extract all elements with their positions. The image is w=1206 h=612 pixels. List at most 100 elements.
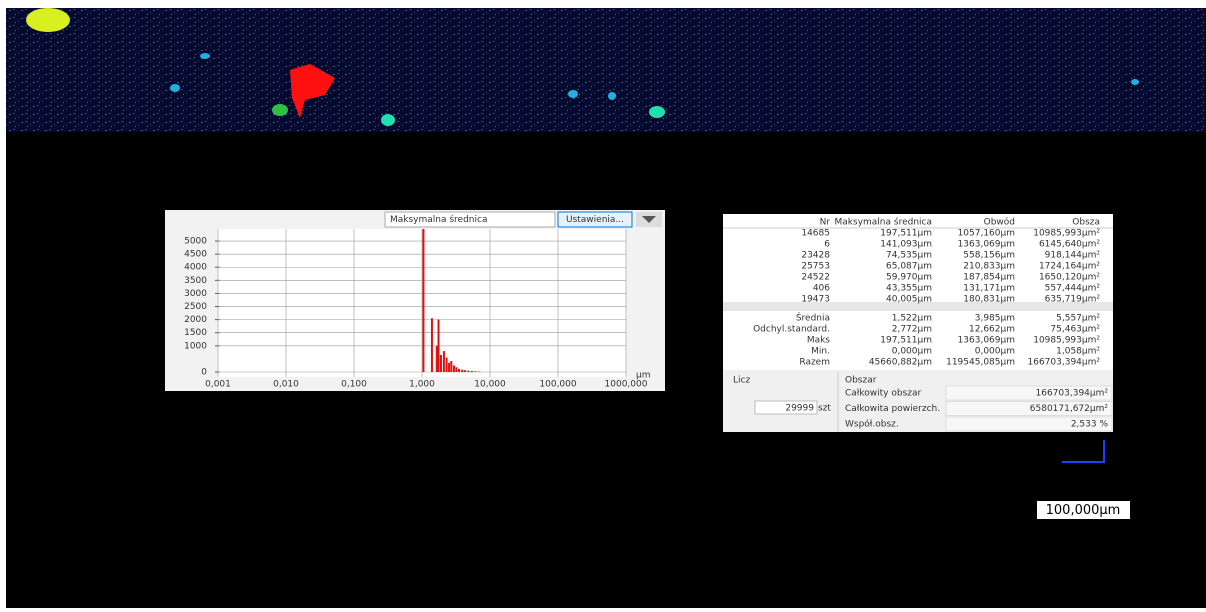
summary-label: Całkowita powierzch. <box>845 404 940 414</box>
table-cell: 6145,640µm² <box>1039 240 1100 250</box>
bar <box>448 363 450 372</box>
stats-cell: Razem <box>799 358 830 368</box>
stats-cell: Odchyl.standard. <box>753 325 830 335</box>
table-cell: 10985,993µm² <box>1033 229 1100 239</box>
table-cell: 74,535µm <box>886 251 932 261</box>
stats-cell: 75,463µm² <box>1050 325 1100 335</box>
micrograph <box>6 8 1206 132</box>
stats-cell: 3,985µm <box>975 314 1015 324</box>
y-tick-label: 0 <box>201 368 207 378</box>
x-tick-label: 1000,000 <box>605 380 648 390</box>
summary-label: Całkowity obszar <box>845 389 921 399</box>
bar <box>431 318 433 372</box>
stats-cell: Średnia <box>796 312 830 324</box>
table-cell: 918,144µm² <box>1045 251 1101 261</box>
table-cell: 635,719µm² <box>1045 295 1101 305</box>
summary-label: Współ.obsz. <box>845 419 899 430</box>
dropdown-label: Maksymalna średnica <box>390 214 487 225</box>
count-unit: szt <box>818 404 831 414</box>
bar <box>453 365 455 372</box>
table-cell: 197,511µm <box>880 229 932 239</box>
page: Maksymalna średnica Ustawienia... µm 100… <box>0 0 1206 608</box>
stats-cell: 1,058µm² <box>1056 347 1100 357</box>
table-header: Obsza <box>1072 218 1100 228</box>
y-tick-label: 2500 <box>184 302 207 312</box>
area-label: Obszar <box>845 376 877 386</box>
table-cell: 406 <box>813 284 830 294</box>
table-header: Maksymalna średnica <box>835 217 932 228</box>
bar <box>467 371 469 372</box>
summary-value: 2,533 % <box>1071 420 1109 430</box>
bar <box>422 229 424 372</box>
table-cell: 187,854µm <box>963 273 1015 283</box>
stats-cell: 45660,882µm <box>869 358 932 368</box>
y-tick-label: 3500 <box>184 276 207 286</box>
table-cell: 558,156µm <box>963 251 1015 261</box>
table-cell: 210,833µm <box>963 262 1015 272</box>
stats-cell: 12,662µm <box>969 325 1015 335</box>
bar <box>436 346 438 372</box>
scale-label: 100,000µm <box>1046 503 1121 518</box>
table-cell: 180,831µm <box>963 295 1015 305</box>
table-cell: 65,087µm <box>886 262 932 272</box>
stats-cell: 119545,085µm <box>946 358 1015 368</box>
table-cell: 1363,069µm <box>958 240 1015 250</box>
table-cell: 557,444µm² <box>1045 284 1101 294</box>
bar <box>440 355 442 372</box>
y-tick-label: 4500 <box>184 250 207 260</box>
table-cell: 14685 <box>801 229 830 239</box>
bar <box>443 351 445 372</box>
x-tick-label: 1,000 <box>409 380 435 390</box>
summary-value: 166703,394µm² <box>1036 389 1109 399</box>
stats-cell: 2,772µm <box>892 325 932 335</box>
table-cell: 131,171µm <box>963 284 1015 294</box>
table-cell: 25753 <box>801 262 830 272</box>
table-cell: 1650,120µm² <box>1039 273 1100 283</box>
table-cell: 6 <box>824 240 830 250</box>
stats-cell: 0,000µm <box>892 347 932 357</box>
bar <box>478 371 480 372</box>
bar <box>461 370 463 372</box>
stats-cell: 0,000µm <box>975 347 1015 357</box>
y-tick-label: 2000 <box>184 315 207 325</box>
table-cell: 1057,160µm <box>958 229 1015 239</box>
table-cell: 40,005µm <box>886 295 932 305</box>
x-tick-label: 100,000 <box>539 380 576 390</box>
y-tick-label: 4000 <box>184 263 207 273</box>
bar <box>464 370 466 372</box>
bar <box>474 371 476 372</box>
y-tick-label: 1000 <box>184 341 207 351</box>
stats-cell: 1363,069µm <box>958 336 1015 346</box>
screen: Maksymalna średnica Ustawienia... µm 100… <box>0 0 1206 608</box>
count-label: Licz <box>733 376 750 386</box>
summary-value: 6580171,672µm² <box>1030 404 1109 414</box>
table-cell: 141,093µm <box>880 240 932 250</box>
stats-cell: 5,557µm² <box>1056 314 1100 324</box>
bar <box>446 358 448 372</box>
table-cell: 24522 <box>801 273 830 283</box>
histogram-panel: Maksymalna średnica Ustawienia... µm <box>165 210 665 391</box>
button-label: Ustawienia... <box>566 215 624 225</box>
bar <box>471 371 473 372</box>
stats-cell: 1,522µm <box>892 314 932 324</box>
table-header: Obwód <box>984 217 1015 228</box>
bar <box>438 320 440 372</box>
table-cell: 59,970µm <box>886 273 932 283</box>
table-header: Nr <box>820 218 831 228</box>
y-tick-label: 5000 <box>184 237 207 247</box>
stats-cell: 197,511µm <box>880 336 932 346</box>
y-tick-label: 3000 <box>184 289 207 299</box>
bar <box>455 367 457 372</box>
table-cell: 1724,164µm² <box>1039 262 1100 272</box>
table-cell: 43,355µm <box>886 284 932 294</box>
count-value: 29999 <box>785 404 814 414</box>
stats-cell: Min. <box>811 347 830 357</box>
x-tick-label: 0,001 <box>205 380 231 390</box>
x-tick-label: 0,100 <box>341 380 367 390</box>
table-cell: 19473 <box>801 295 830 305</box>
bar <box>458 369 460 372</box>
y-tick-label: 1500 <box>184 328 207 338</box>
x-tick-label: 10,000 <box>474 380 506 390</box>
stats-cell: 166703,394µm² <box>1028 358 1101 368</box>
bar <box>450 361 452 372</box>
